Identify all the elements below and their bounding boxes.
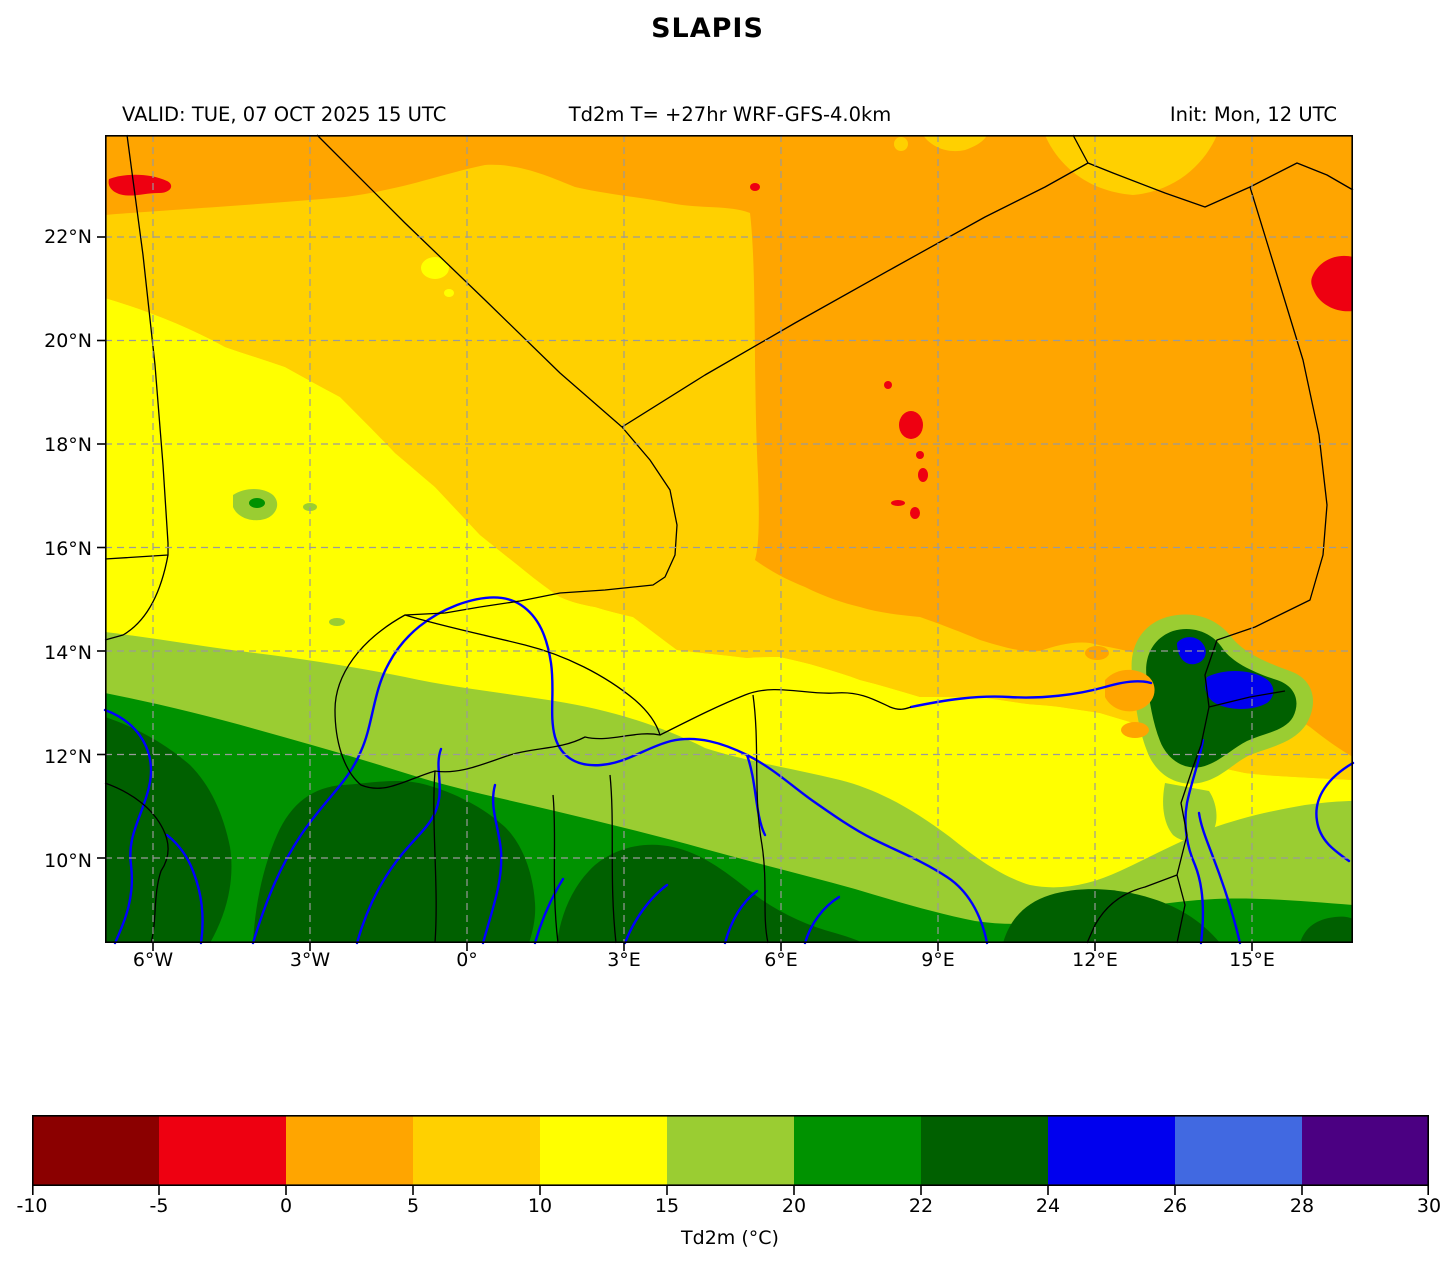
cb-tick-10: 10	[527, 1195, 553, 1217]
cb-tick-22: 22	[908, 1195, 934, 1217]
y-tick-10n: 10°N	[44, 850, 92, 872]
colorbar-label: Td2m (°C)	[681, 1227, 779, 1249]
river-komadugu	[909, 680, 1153, 709]
field-darkgreen-22-24c	[105, 717, 1353, 943]
graticule	[105, 135, 1353, 943]
y-tick-18n: 18°N	[44, 434, 92, 456]
river-volta-noire	[355, 747, 443, 945]
red-spots	[108, 174, 1353, 519]
init-time-label: Init: Mon, 12 UTC	[1169, 103, 1337, 126]
river-bottom-1	[623, 883, 669, 945]
cb-seg-3	[413, 1115, 540, 1186]
cb-seg-5	[667, 1115, 794, 1186]
river-volta-blanche	[481, 783, 503, 945]
cb-tick-m10: -10	[16, 1195, 48, 1217]
y-tick-16n: 16°N	[44, 538, 92, 560]
axis-ticks	[97, 236, 1253, 951]
river-bottom-2	[723, 889, 759, 945]
colorbar-segments	[32, 1115, 1429, 1186]
river-logone	[1197, 811, 1242, 945]
cb-seg-2	[286, 1115, 413, 1186]
x-tick-3w: 3°W	[289, 949, 331, 971]
product-label: Td2m T= +27hr WRF-GFS-4.0km	[568, 103, 892, 126]
y-tick-14n: 14°N	[44, 642, 92, 664]
cb-tick-24: 24	[1035, 1195, 1061, 1217]
colorbar-frame	[32, 1115, 1430, 1187]
page-title: SLAPIS	[651, 13, 764, 44]
cb-seg-6	[794, 1115, 921, 1186]
cb-seg-9	[1175, 1115, 1302, 1186]
y-tick-22n: 22°N	[44, 226, 92, 248]
cb-tick-30: 30	[1416, 1195, 1442, 1217]
cb-tick-26: 26	[1162, 1195, 1188, 1217]
river-senegal	[103, 708, 153, 945]
cb-tick-15: 15	[654, 1195, 680, 1217]
x-tick-6e: 6°E	[764, 949, 798, 971]
river-east-edge	[1315, 761, 1355, 863]
colorbar	[32, 1115, 1430, 1195]
y-tick-12n: 12°N	[44, 746, 92, 768]
river-bottom-3	[803, 895, 841, 945]
cb-tick-20: 20	[781, 1195, 807, 1217]
colorbar-ticks	[32, 1186, 1429, 1195]
river-trib-niamey	[745, 753, 767, 837]
field-gold-5-10c	[105, 135, 1353, 780]
x-tick-15e: 15°E	[1229, 949, 1275, 971]
cb-seg-8	[1048, 1115, 1175, 1186]
cb-seg-0	[32, 1115, 159, 1186]
cb-seg-10	[1302, 1115, 1429, 1186]
cb-tick-5: 5	[406, 1195, 420, 1217]
x-tick-0: 0°	[456, 949, 478, 971]
y-tick-20n: 20°N	[44, 330, 92, 352]
plot-frame	[105, 135, 1354, 944]
cb-seg-4	[540, 1115, 667, 1186]
river-oti	[533, 877, 565, 945]
country-borders	[104, 134, 1354, 944]
x-tick-12e: 12°E	[1072, 949, 1118, 971]
cb-seg-7	[921, 1115, 1048, 1186]
cb-tick-28: 28	[1289, 1195, 1315, 1217]
x-tick-6w: 6°W	[132, 949, 174, 971]
x-tick-9e: 9°E	[921, 949, 955, 971]
river-niger	[251, 596, 989, 945]
valid-time-label: VALID: TUE, 07 OCT 2025 15 UTC	[122, 103, 447, 126]
cb-tick-m5: -5	[149, 1195, 169, 1217]
cb-tick-0: 0	[279, 1195, 293, 1217]
cb-seg-1	[159, 1115, 286, 1186]
orange-pockets	[1085, 646, 1155, 738]
x-tick-3e: 3°E	[607, 949, 641, 971]
river-west-small	[165, 833, 204, 945]
map-plot	[97, 134, 1355, 951]
